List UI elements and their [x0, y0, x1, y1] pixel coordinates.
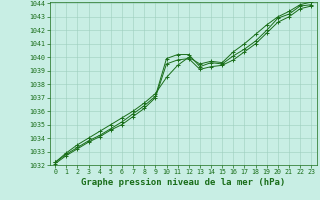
X-axis label: Graphe pression niveau de la mer (hPa): Graphe pression niveau de la mer (hPa) [81, 178, 285, 187]
